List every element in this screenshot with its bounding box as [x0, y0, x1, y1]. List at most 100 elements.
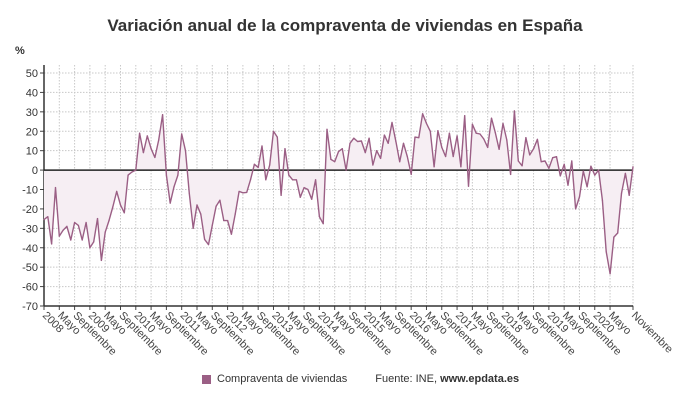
data-point [433, 166, 435, 168]
data-point [257, 166, 259, 168]
data-point [54, 186, 57, 189]
data-point [487, 146, 489, 148]
data-point [360, 140, 363, 142]
data-point [215, 205, 217, 207]
data-point [571, 160, 573, 162]
data-point [475, 132, 477, 134]
data-point [479, 133, 481, 135]
data-point [43, 218, 45, 221]
data-point [456, 135, 458, 137]
data-point [575, 208, 577, 210]
data-point [292, 179, 294, 181]
data-point [532, 148, 535, 150]
data-point [555, 156, 558, 158]
data-point [173, 186, 175, 188]
data-point [326, 128, 328, 130]
data-point [131, 171, 133, 173]
data-point [58, 235, 60, 237]
data-point [521, 165, 523, 167]
data-point [269, 164, 271, 166]
data-point [418, 137, 420, 139]
data-point [429, 130, 431, 132]
data-point [85, 221, 87, 224]
data-point [81, 239, 83, 241]
data-point [165, 174, 167, 176]
data-point [70, 239, 72, 241]
data-point [276, 136, 278, 138]
data-point [502, 122, 504, 125]
data-point [406, 155, 408, 158]
series-area [44, 110, 633, 274]
y-tick-label: -50 [22, 262, 38, 274]
data-point [544, 160, 546, 162]
data-point [77, 224, 80, 227]
data-point [238, 190, 240, 193]
y-tick-label: 40 [26, 87, 38, 99]
data-point [357, 140, 359, 143]
y-tick-label: -70 [22, 301, 38, 313]
data-point [200, 213, 202, 215]
data-point [632, 166, 634, 168]
data-point [582, 170, 584, 172]
legend: Compraventa de viviendas Fuente: INE, ww… [202, 373, 519, 385]
data-point [108, 219, 110, 222]
data-point [601, 199, 604, 201]
data-point [307, 188, 309, 191]
data-point [135, 169, 137, 171]
data-point [609, 273, 611, 275]
data-point [513, 110, 516, 112]
data-point [414, 136, 416, 138]
data-point [334, 161, 336, 163]
data-point [51, 243, 53, 245]
data-point [242, 192, 244, 194]
data-point [590, 165, 592, 167]
data-point [395, 140, 397, 143]
data-point [96, 218, 99, 220]
data-point [383, 134, 385, 136]
data-point [330, 158, 332, 161]
data-point [47, 216, 49, 218]
data-point [89, 247, 91, 249]
data-point [525, 137, 527, 139]
data-point [536, 138, 538, 141]
data-point [402, 142, 405, 144]
data-point [219, 199, 221, 201]
data-point [379, 157, 382, 160]
data-point [387, 142, 389, 144]
source-link[interactable]: www.epdata.es [440, 373, 520, 385]
data-point [234, 213, 236, 215]
data-point [93, 241, 95, 243]
data-point [322, 223, 324, 225]
source-prefix: Fuente: INE, [375, 373, 441, 385]
data-point [161, 114, 164, 116]
data-point [112, 206, 114, 208]
data-point [452, 155, 454, 158]
y-tick-label: 50 [26, 68, 38, 80]
data-point [483, 138, 485, 140]
data-point [192, 227, 194, 229]
data-point [337, 151, 340, 153]
data-point [422, 113, 424, 115]
data-point [123, 212, 125, 214]
data-point [437, 130, 439, 132]
data-point [628, 194, 630, 196]
data-point [548, 167, 550, 169]
data-point [181, 133, 183, 135]
data-point [104, 231, 106, 233]
legend-swatch [202, 374, 211, 384]
source-note: Fuente: INE, www.epdata.es [375, 373, 519, 385]
data-point [349, 142, 351, 144]
data-point [552, 157, 554, 159]
data-point [288, 174, 290, 176]
data-point [464, 115, 466, 117]
data-point [146, 135, 148, 137]
data-point [318, 216, 320, 218]
data-point [204, 238, 206, 241]
data-point [620, 192, 623, 194]
data-point [139, 132, 141, 134]
data-point [364, 152, 366, 154]
data-point [517, 160, 519, 162]
data-point [211, 224, 213, 226]
data-point [261, 145, 263, 147]
data-point [345, 169, 347, 171]
